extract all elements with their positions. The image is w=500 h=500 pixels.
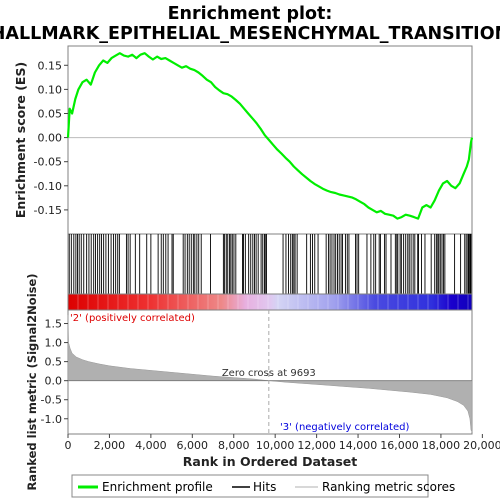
figure-title-line1: Enrichment plot: bbox=[168, 4, 333, 24]
negative-correlated-label: '3' (negatively correlated) bbox=[280, 422, 409, 433]
metric-x-tick-label: 4,000 bbox=[135, 439, 167, 452]
es-y-tick-label: 0.15 bbox=[38, 59, 63, 72]
metric-x-tick-label: 10,000 bbox=[256, 439, 295, 452]
es-y-tick-label: 0.00 bbox=[38, 132, 63, 145]
metric-x-tick-label: 16,000 bbox=[380, 439, 419, 452]
es-y-axis-label: Enrichment score (ES) bbox=[13, 62, 28, 218]
metric-y-tick-label: 1.0 bbox=[45, 337, 63, 350]
metric-y-tick-label: -1.0 bbox=[41, 413, 62, 426]
metric-y-tick-label: 0.5 bbox=[45, 356, 63, 369]
metric-x-tick-label: 2,000 bbox=[94, 439, 126, 452]
hit-lines bbox=[68, 234, 472, 294]
legend-hits-label: Hits bbox=[253, 480, 276, 494]
heatmap-panel bbox=[67, 293, 473, 311]
positive-correlated-label: '2' (positively correlated) bbox=[70, 313, 195, 324]
hits-panel bbox=[67, 233, 473, 295]
metric-x-tick-label: 12,000 bbox=[297, 439, 336, 452]
es-panel: 0.15 0.10 0.05 0.00 -0.05 -0.10 -0.15 Enrichme… bbox=[13, 45, 474, 235]
rank-heat-bar bbox=[68, 294, 472, 310]
metric-panel: Zero cross at 9693 '2' (positively corre… bbox=[25, 273, 500, 490]
metric-y-axis: 1.5 1.0 0.5 0.0 -0.5 -1.0 bbox=[41, 318, 68, 426]
metric-x-axis: 0 2,000 4,000 6,000 8,000 10,000 12,000 14,000 1… bbox=[65, 434, 500, 452]
enrichment-profile-line bbox=[66, 52, 474, 220]
es-y-tick-label: -0.15 bbox=[34, 204, 62, 217]
figure-title-line2: HALLMARK_EPITHELIAL_MESENCHYMAL_TRANSITI… bbox=[0, 24, 500, 44]
es-y-tick-label: 0.05 bbox=[38, 107, 63, 120]
metric-x-tick-label: 0 bbox=[65, 439, 72, 452]
legend-metric-label: Ranking metric scores bbox=[322, 480, 455, 494]
zero-cross-label: Zero cross at 9693 bbox=[222, 368, 316, 379]
metric-y-tick-label: -0.5 bbox=[41, 394, 62, 407]
es-y-tick-label: -0.05 bbox=[34, 156, 62, 169]
legend-enrichment-profile-label: Enrichment profile bbox=[102, 480, 213, 494]
metric-x-tick-label: 20,000 bbox=[463, 439, 500, 452]
metric-x-tick-label: 6,000 bbox=[177, 439, 209, 452]
legend: Enrichment profile Hits Ranking metric s… bbox=[71, 474, 455, 498]
metric-y-tick-label: 1.5 bbox=[45, 318, 63, 331]
metric-x-tick-label: 18,000 bbox=[422, 439, 461, 452]
heat-bar-stripes bbox=[77, 294, 469, 310]
es-y-axis: 0.15 0.10 0.05 0.00 -0.05 -0.10 -0.15 bbox=[34, 59, 68, 217]
metric-y-axis-label: Ranked list metric (Signal2Noise) bbox=[25, 273, 39, 490]
es-y-tick-label: 0.10 bbox=[38, 83, 63, 96]
metric-y-tick-label: 0.0 bbox=[45, 375, 63, 388]
metric-x-axis-label: Rank in Ordered Dataset bbox=[183, 454, 357, 469]
legend-box bbox=[71, 474, 429, 498]
metric-x-tick-label: 8,000 bbox=[218, 439, 250, 452]
es-curve-group bbox=[66, 52, 474, 220]
es-y-tick-label: -0.10 bbox=[34, 180, 62, 193]
metric-x-tick-label: 14,000 bbox=[339, 439, 378, 452]
